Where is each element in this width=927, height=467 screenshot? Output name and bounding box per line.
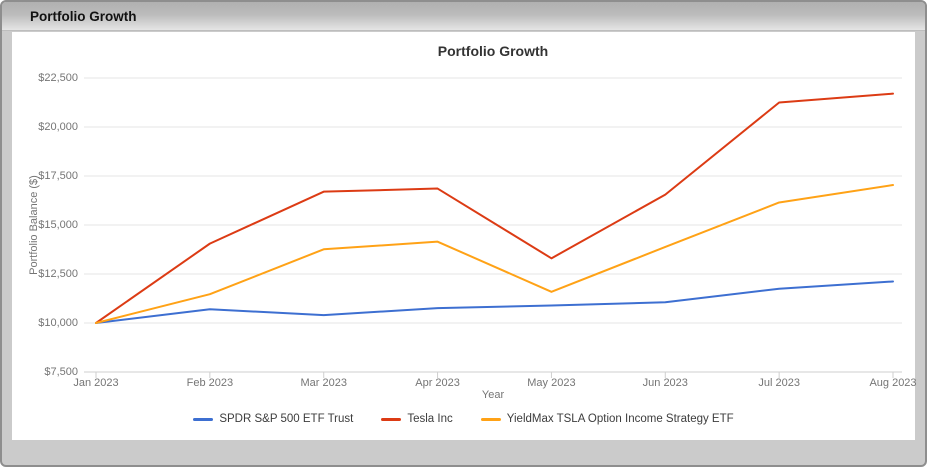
window-titlebar[interactable]: Portfolio Growth <box>2 2 925 31</box>
chart-panel: Portfolio Growth Portfolio Balance ($) Y… <box>12 32 917 440</box>
x-tick-label: Jul 2023 <box>758 377 800 389</box>
window-title: Portfolio Growth <box>30 8 137 24</box>
legend-label: YieldMax TSLA Option Income Strategy ETF <box>506 413 734 425</box>
legend-label: Tesla Inc <box>407 413 453 425</box>
y-tick-label: $10,000 <box>38 317 78 329</box>
y-tick-label: $15,000 <box>38 219 78 231</box>
x-tick-label: Jun 2023 <box>642 377 688 389</box>
legend-label: SPDR S&P 500 ETF Trust <box>219 413 354 425</box>
line-chart-plot-area[interactable] <box>12 32 915 440</box>
x-tick-label: Jan 2023 <box>73 377 119 389</box>
series-line-1[interactable] <box>95 92 894 324</box>
y-tick-label: $22,500 <box>38 72 78 84</box>
y-tick-label: $7,500 <box>44 366 78 378</box>
chart-legend: SPDR S&P 500 ETF Trust Tesla Inc YieldMax … <box>12 413 915 425</box>
x-tick-label: May 2023 <box>527 377 576 389</box>
legend-line-icon <box>480 417 501 421</box>
y-tick-label: $20,000 <box>38 121 78 133</box>
x-tick-label: Feb 2023 <box>186 377 234 389</box>
x-tick-label: Aug 2023 <box>869 377 917 389</box>
y-tick-label: $12,500 <box>38 268 78 280</box>
legend-item[interactable]: SPDR S&P 500 ETF Trust <box>193 413 353 425</box>
legend-item[interactable]: YieldMax TSLA Option Income Strategy ETF <box>480 413 734 425</box>
x-tick-label: Mar 2023 <box>300 377 347 389</box>
x-tick-label: Apr 2023 <box>415 377 460 389</box>
x-axis-title: Year <box>481 389 505 401</box>
legend-line-icon <box>381 417 402 421</box>
y-tick-label: $17,500 <box>38 170 78 182</box>
chart-title: Portfolio Growth <box>437 43 549 59</box>
legend-line-icon <box>193 417 214 421</box>
series-line-2[interactable] <box>95 184 894 324</box>
series-line-0[interactable] <box>95 280 894 324</box>
legend-item[interactable]: Tesla Inc <box>381 413 453 425</box>
